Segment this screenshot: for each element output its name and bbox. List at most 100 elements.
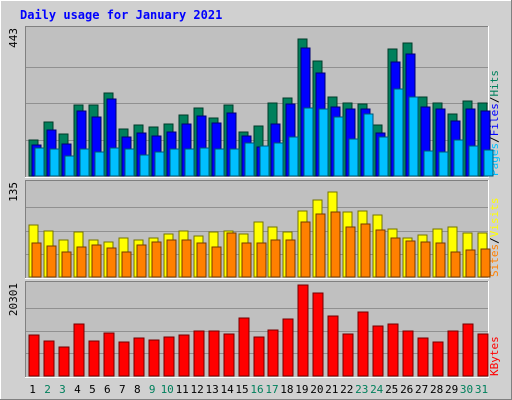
bar-pages — [229, 148, 240, 177]
bar-pages — [94, 151, 105, 177]
bar-sites — [435, 242, 446, 278]
day-label: 24 — [370, 383, 384, 396]
bar-kbytes — [417, 337, 429, 377]
bar-pages — [49, 148, 60, 177]
bar-pages — [273, 142, 284, 177]
day-label: 3 — [59, 383, 66, 396]
bar-kbytes — [477, 333, 489, 377]
bar-pages — [438, 151, 449, 177]
bar-sites — [136, 244, 147, 278]
bar-kbytes — [148, 339, 160, 377]
bar-pages — [244, 142, 255, 177]
bar-sites — [61, 251, 72, 278]
bar-sites — [196, 242, 207, 278]
bar-pages — [303, 107, 314, 177]
day-label: 5 — [89, 383, 96, 396]
day-label: 26 — [400, 383, 413, 396]
y-max-label: 20301 — [7, 283, 20, 316]
bar-kbytes — [118, 341, 130, 377]
bar-pages — [259, 145, 270, 177]
bar-pages — [333, 116, 344, 177]
kbytes-panel: 20301 KBytes — [7, 281, 501, 378]
bar-sites — [91, 244, 102, 278]
day-label: 12 — [190, 383, 203, 396]
day-label: 14 — [220, 383, 234, 396]
bar-kbytes — [133, 337, 145, 377]
bar-kbytes — [372, 325, 384, 377]
bar-sites — [315, 213, 326, 278]
legend-separator: / — [488, 237, 501, 244]
bar-sites — [390, 237, 401, 278]
day-label: 1 — [29, 383, 36, 396]
bar-pages — [124, 148, 135, 177]
bar-sites — [106, 247, 117, 278]
bar-sites — [420, 241, 431, 278]
legend-sites: Sites — [488, 244, 501, 277]
bar-sites — [46, 245, 57, 278]
bar-pages — [423, 150, 434, 177]
bar-kbytes — [73, 323, 85, 377]
bar-pages — [214, 148, 225, 177]
y-max-label: 135 — [7, 182, 20, 202]
panel-legend: KBytes — [488, 336, 501, 376]
bar-sites — [360, 223, 371, 278]
bar-kbytes — [447, 330, 459, 377]
bar-kbytes — [312, 292, 324, 377]
bar-sites — [211, 246, 222, 278]
day-label: 4 — [74, 383, 81, 396]
day-label: 27 — [415, 383, 428, 396]
bar-kbytes — [253, 336, 265, 377]
bar-kbytes — [28, 334, 40, 377]
bar-pages — [393, 88, 404, 177]
bar-pages — [348, 138, 359, 177]
bar-pages — [109, 147, 120, 177]
bar-kbytes — [208, 330, 220, 377]
bar-sites — [166, 239, 177, 278]
bar-sites — [450, 251, 461, 278]
bar-kbytes — [193, 330, 205, 377]
bar-pages — [468, 145, 479, 177]
bar-kbytes — [327, 315, 339, 377]
bar-pages — [318, 108, 329, 177]
bar-pages — [199, 147, 210, 177]
bar-kbytes — [223, 333, 235, 377]
bar-sites — [300, 221, 311, 278]
day-label: 25 — [385, 383, 398, 396]
day-label: 9 — [149, 383, 156, 396]
bar-pages — [169, 148, 180, 177]
day-label: 29 — [445, 383, 458, 396]
bar-sites — [226, 232, 237, 278]
panel-legend: Sites/Visits — [488, 198, 501, 278]
bar-pages — [378, 136, 389, 177]
bar-sites — [31, 242, 42, 278]
bar-sites — [151, 241, 162, 278]
y-max-label: 443 — [7, 28, 20, 48]
bar-pages — [483, 149, 494, 177]
bar-kbytes — [163, 336, 175, 377]
bar-pages — [79, 148, 90, 177]
bar-kbytes — [282, 318, 294, 377]
legend-visits: Visits — [488, 198, 501, 238]
bar-sites — [405, 240, 416, 278]
bar-kbytes — [387, 323, 399, 377]
day-label: 6 — [104, 383, 111, 396]
bar-kbytes — [342, 333, 354, 377]
day-label: 20 — [310, 383, 323, 396]
day-label: 10 — [161, 383, 174, 396]
bar-sites — [375, 229, 386, 278]
bar-pages — [453, 139, 464, 177]
bar-pages — [139, 154, 150, 177]
day-axis-labels: 1 2 3 4 5 6 7 8 9 10 11 12 13 14 15 16 17 18 19 20 21 22 23 24 2… — [29, 383, 488, 396]
day-label: 7 — [119, 383, 126, 396]
day-label: 15 — [235, 383, 248, 396]
legend-files: Files — [488, 103, 501, 136]
legend-separator: / — [488, 97, 501, 104]
day-label: 21 — [325, 383, 338, 396]
bar-kbytes — [297, 284, 309, 377]
day-label: 13 — [205, 383, 218, 396]
day-label: 16 — [250, 383, 263, 396]
day-label: 19 — [295, 383, 308, 396]
day-label: 28 — [430, 383, 443, 396]
